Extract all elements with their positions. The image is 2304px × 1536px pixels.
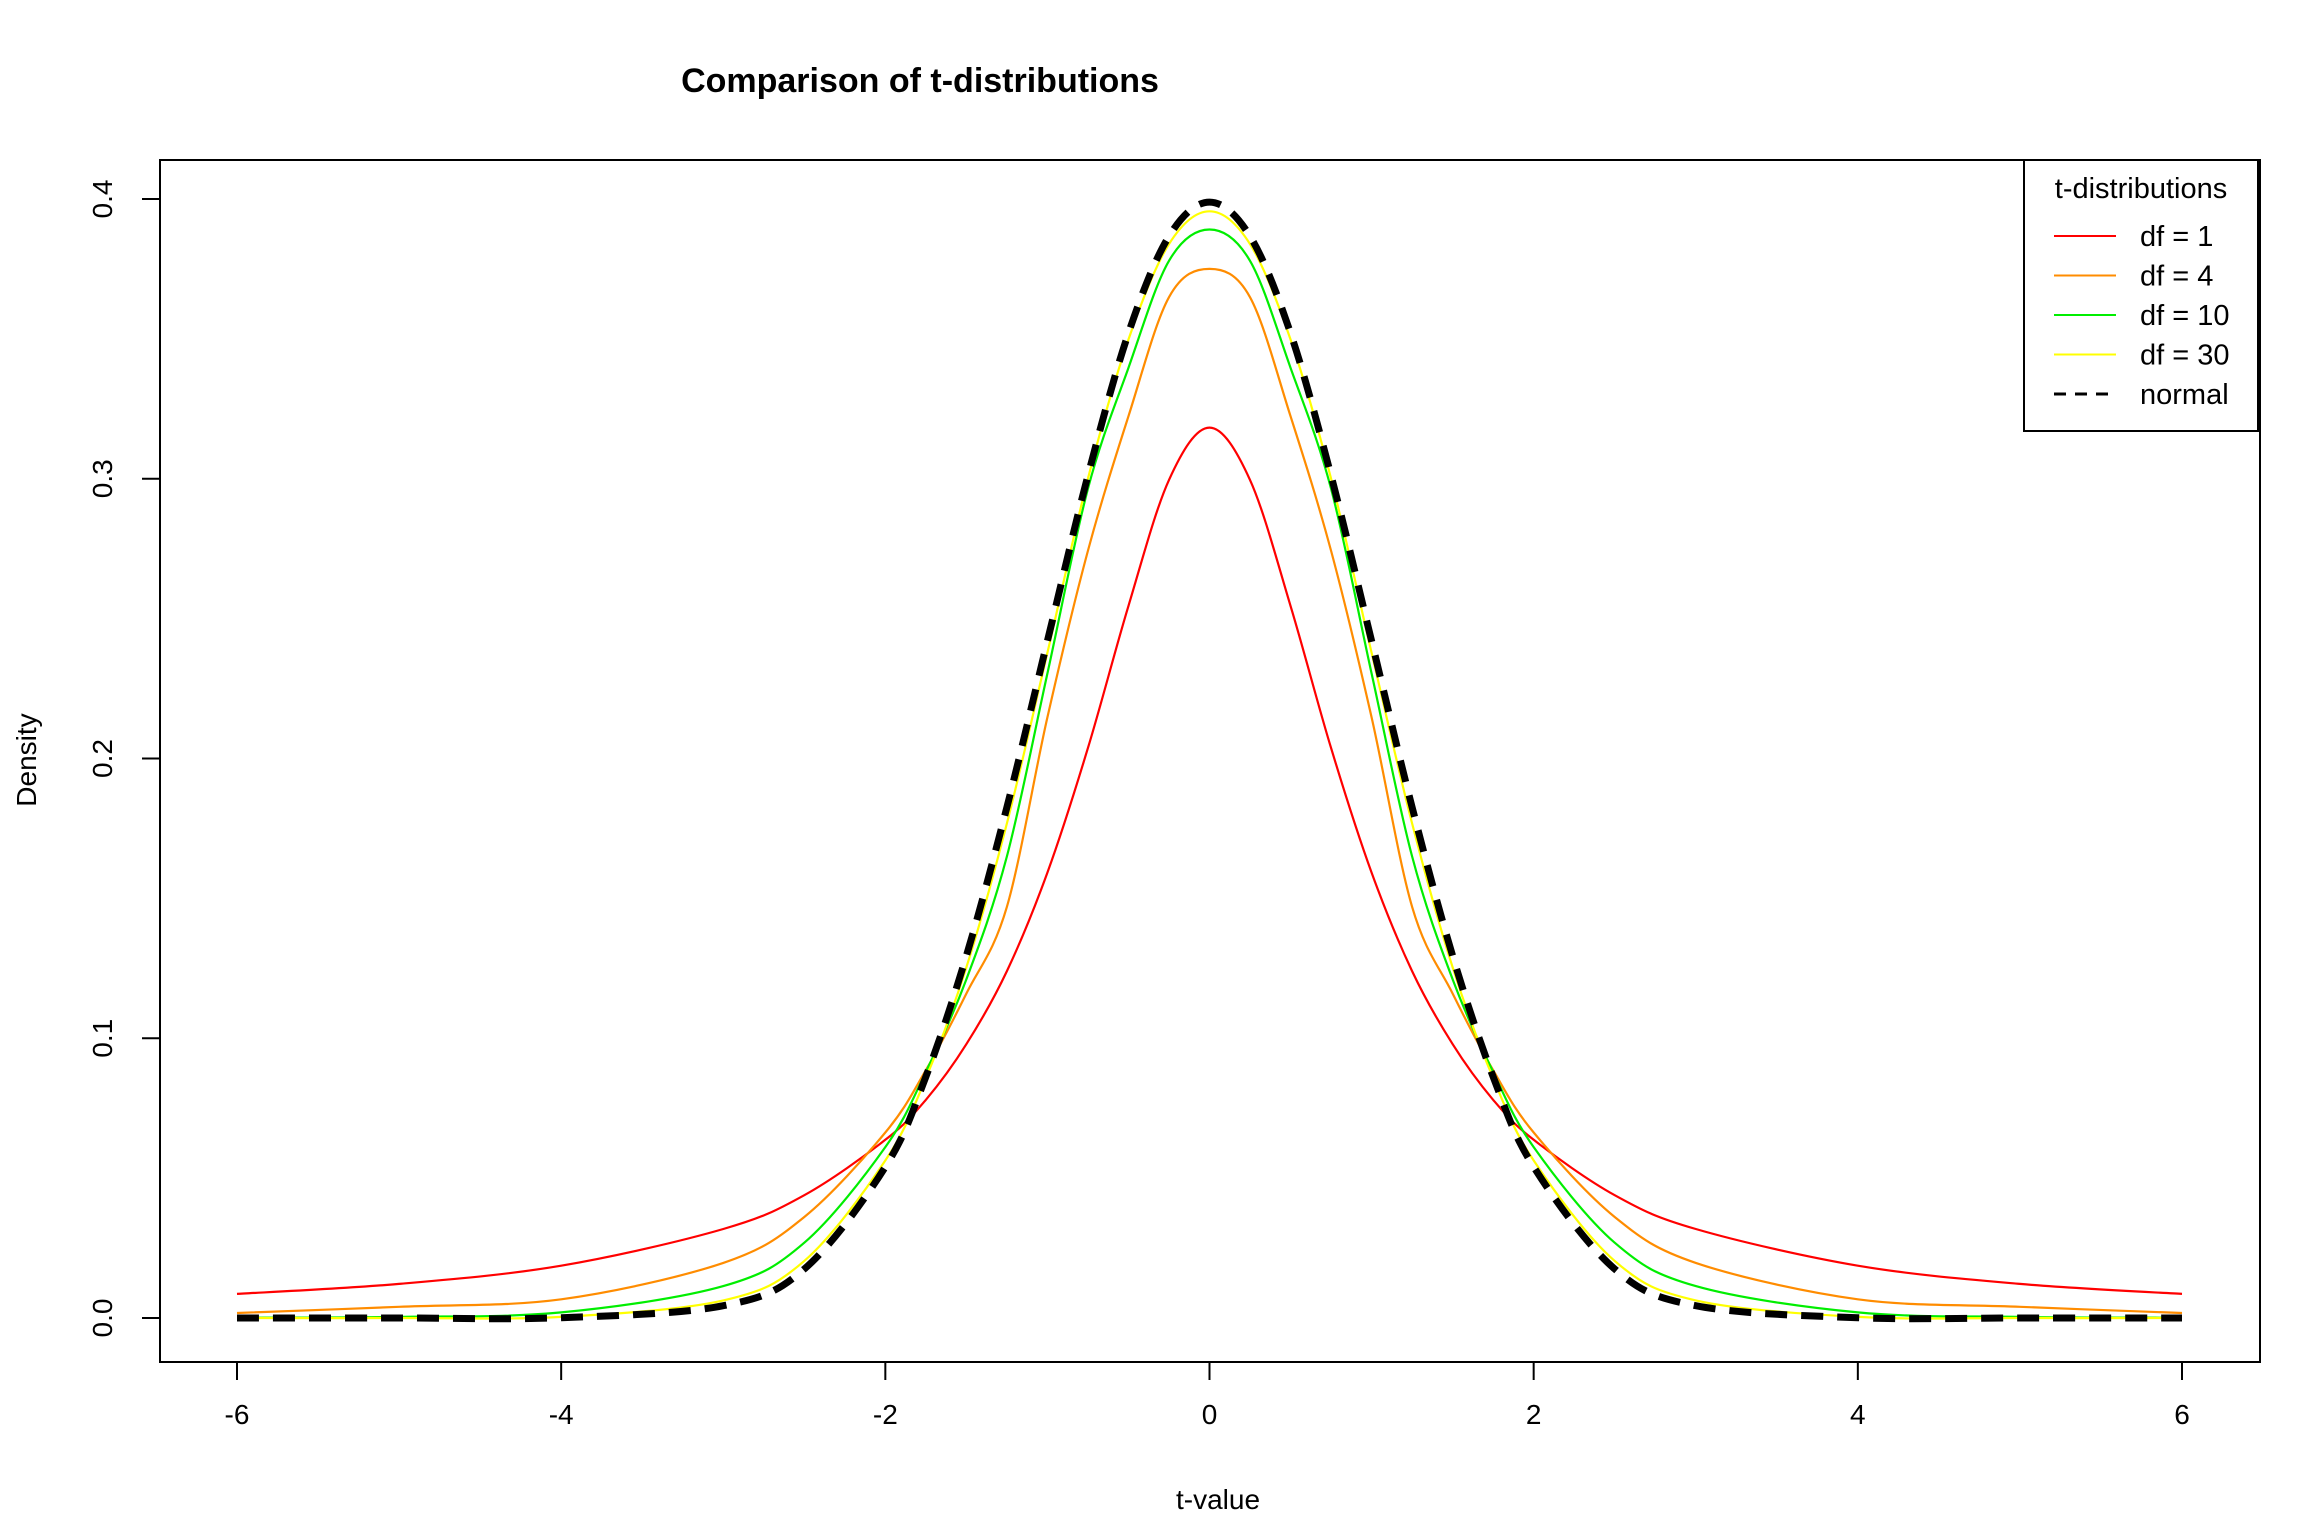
- legend-label: df = 4: [2140, 261, 2213, 293]
- legend-label: df = 10: [2140, 300, 2230, 332]
- y-tick-label: 0.0: [87, 1299, 118, 1338]
- x-tick-label: -4: [549, 1399, 574, 1430]
- chart-title: Comparison of t-distributions: [681, 62, 1159, 100]
- legend-title: t-distributions: [2055, 173, 2227, 205]
- x-tick-label: -2: [873, 1399, 898, 1430]
- x-tick-label: 0: [1202, 1399, 1218, 1430]
- legend-label: df = 30: [2140, 340, 2230, 372]
- y-tick-label: 0.4: [87, 180, 118, 219]
- axes: -6 -4 -2 0 2 4 6 0.0 0.1 0.2 0.3 0.4: [87, 180, 2190, 1430]
- x-axis-title: t-value: [1176, 1484, 1260, 1515]
- y-tick-label: 0.2: [87, 739, 118, 778]
- legend-box: [2023, 159, 2259, 432]
- x-tick-label: 6: [2174, 1399, 2190, 1430]
- series-line-3: [236, 210, 2183, 1320]
- series-line-0: [236, 426, 2183, 1295]
- x-tick-label: 4: [1850, 1399, 1866, 1430]
- x-tick-label: -6: [225, 1399, 250, 1430]
- plot-frame: [159, 159, 2261, 1363]
- series-line-2: [236, 228, 2183, 1319]
- series-line-1: [236, 267, 2183, 1315]
- legend-label: df = 1: [2140, 221, 2213, 253]
- y-axis-title: Density: [11, 713, 42, 806]
- x-tick-label: 2: [1526, 1399, 1542, 1430]
- y-tick-label: 0.1: [87, 1019, 118, 1058]
- legend: t-distributions df = 1 df = 4 df = 10 df = 3…: [2023, 159, 2259, 432]
- y-tick-label: 0.3: [87, 459, 118, 498]
- series-line-4: [236, 198, 2182, 1323]
- legend-label: normal: [2140, 379, 2229, 411]
- series-lines: [236, 198, 2183, 1323]
